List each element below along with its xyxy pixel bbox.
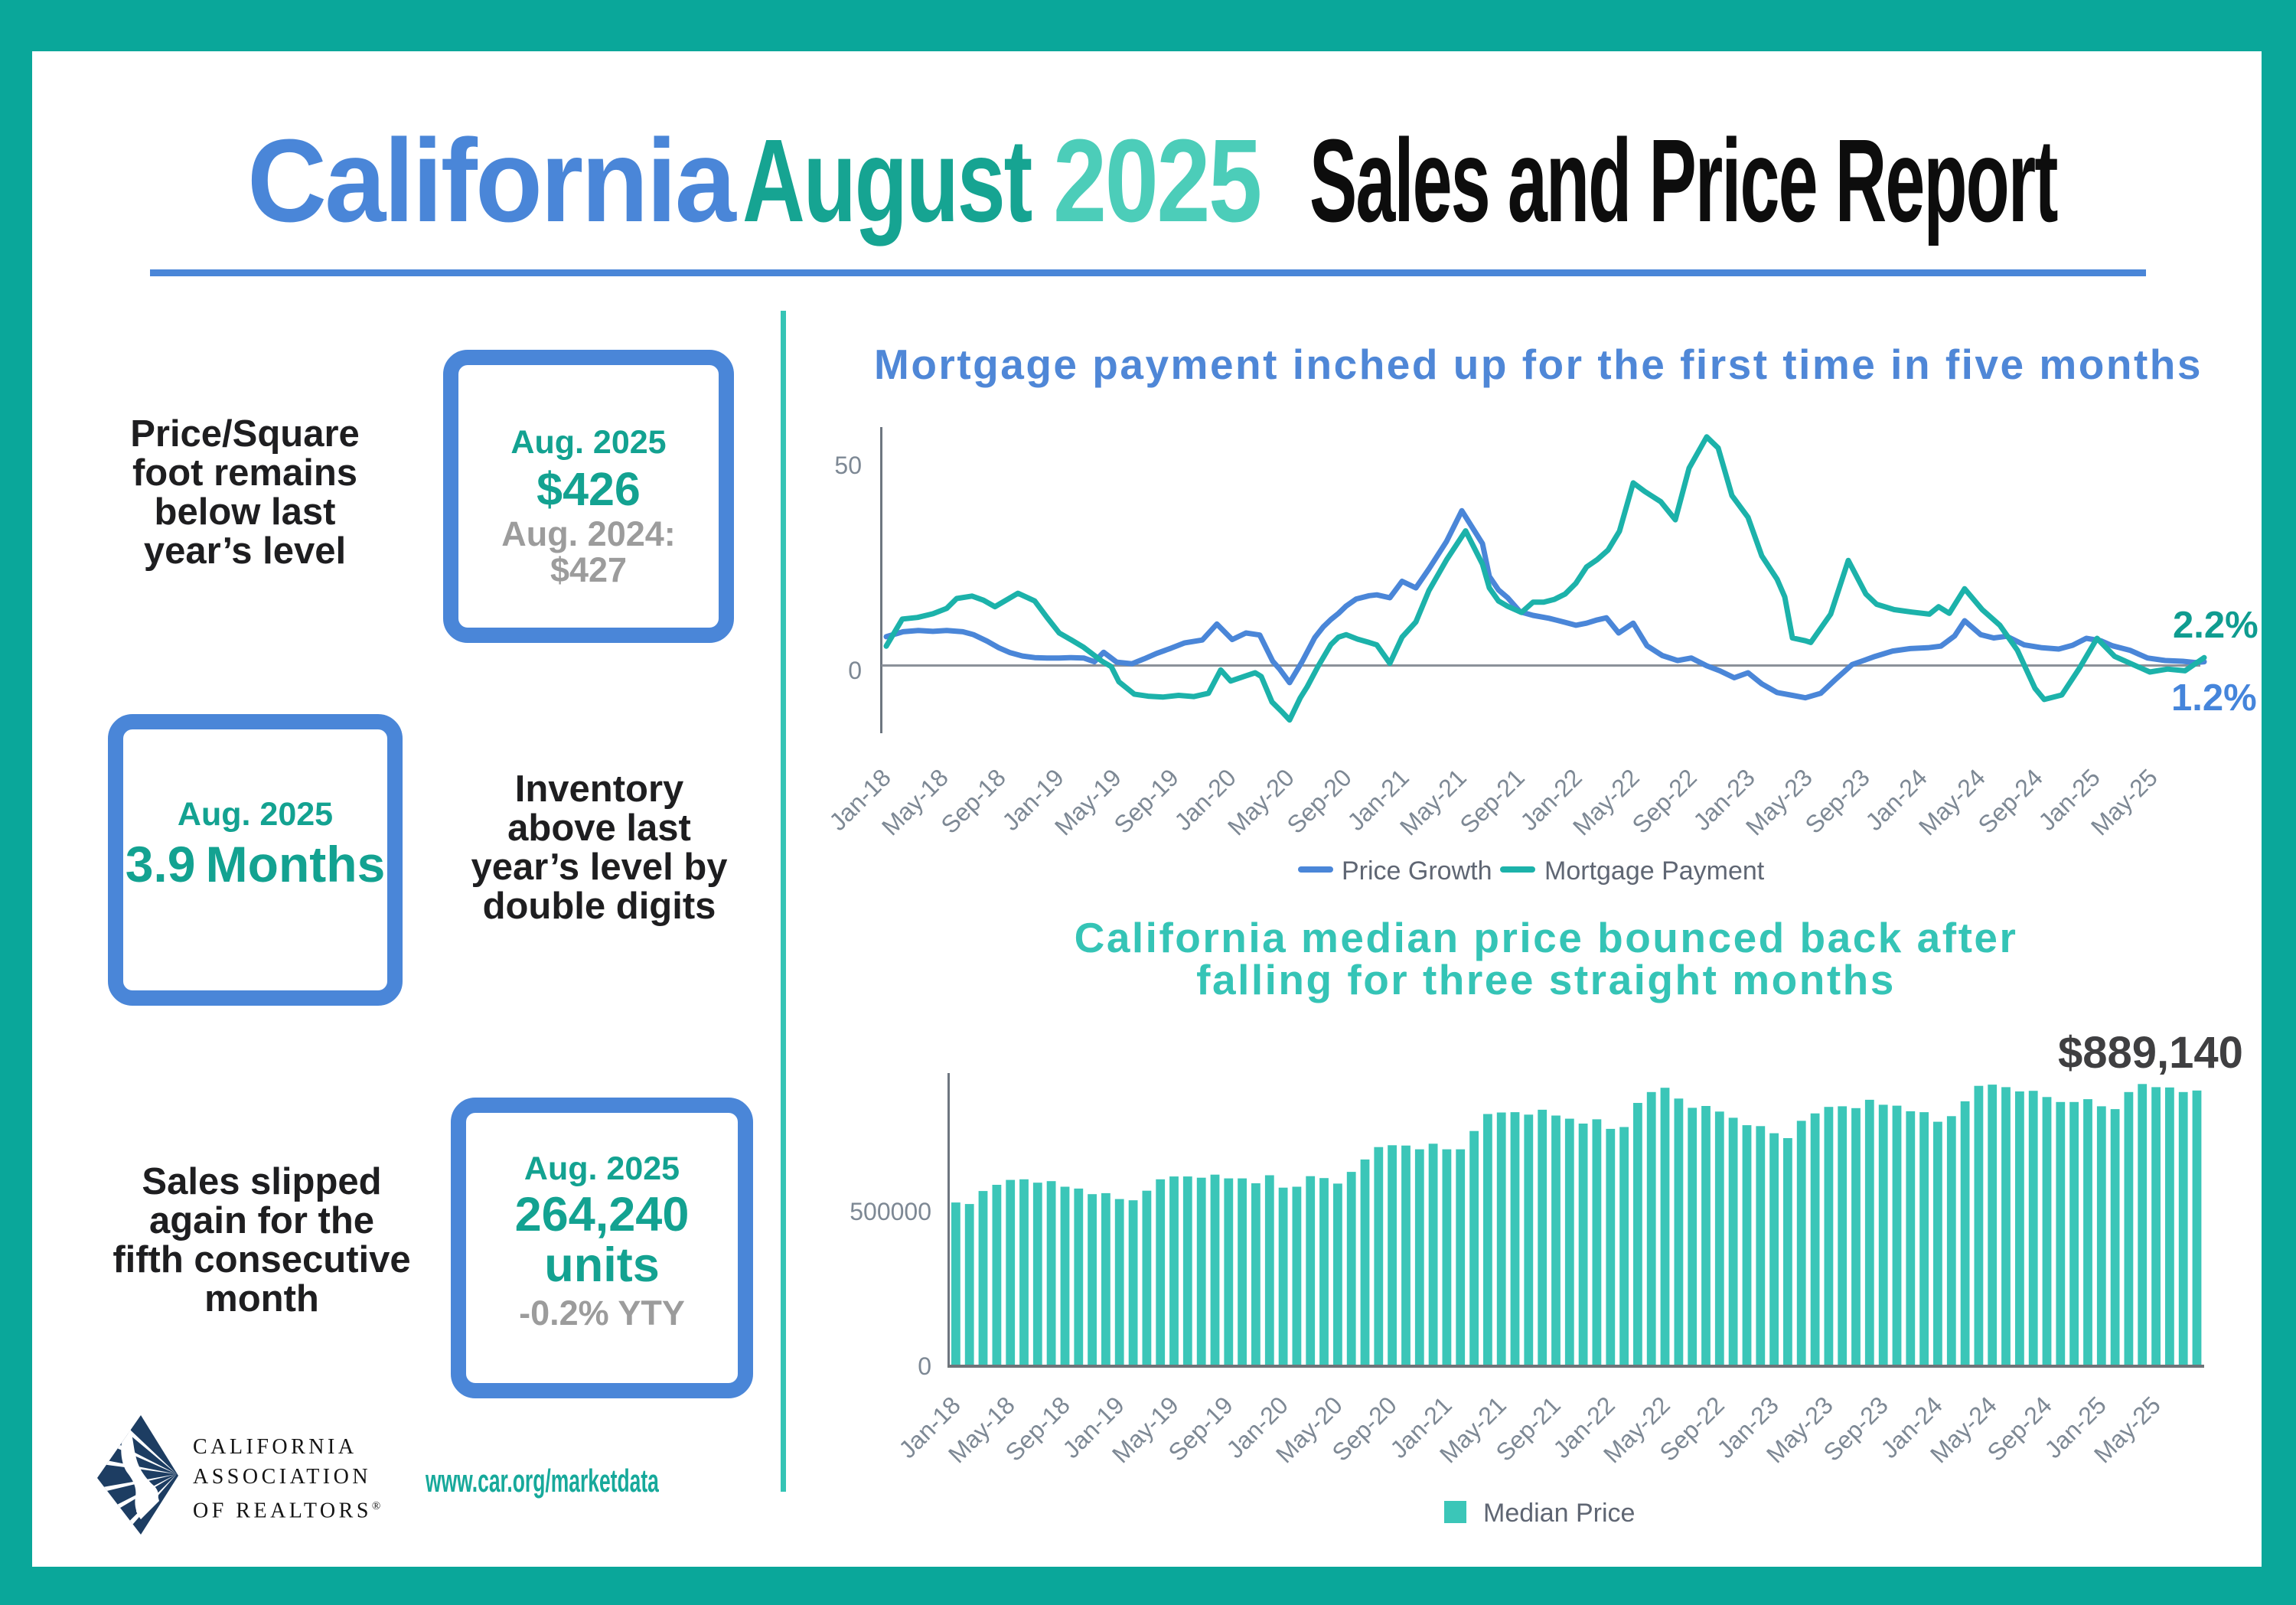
svg-text:Mortgage Payment: Mortgage Payment — [1544, 856, 1765, 886]
svg-text:1.2%: 1.2% — [2171, 677, 2257, 719]
svg-text:Sep-18: Sep-18 — [936, 763, 1011, 838]
svg-text:Sep-22: Sep-22 — [1627, 763, 1702, 838]
svg-text:Sep-24: Sep-24 — [1973, 763, 2048, 838]
svg-text:500000: 500000 — [850, 1198, 931, 1225]
svg-text:2.2%: 2.2% — [2173, 605, 2258, 646]
svg-text:0: 0 — [848, 657, 862, 684]
svg-text:Sep-21: Sep-21 — [1455, 763, 1530, 838]
svg-text:0: 0 — [918, 1352, 931, 1380]
svg-text:Median Price: Median Price — [1483, 1499, 1635, 1528]
svg-text:Sep-23: Sep-23 — [1800, 763, 1875, 838]
svg-text:Sep-20: Sep-20 — [1282, 763, 1357, 838]
svg-text:May-20: May-20 — [1222, 763, 1300, 840]
svg-text:Sep-19: Sep-19 — [1109, 763, 1184, 838]
svg-text:Price Growth: Price Growth — [1342, 856, 1492, 886]
svg-text:May-24: May-24 — [1913, 763, 1991, 840]
svg-text:50: 50 — [834, 452, 862, 479]
